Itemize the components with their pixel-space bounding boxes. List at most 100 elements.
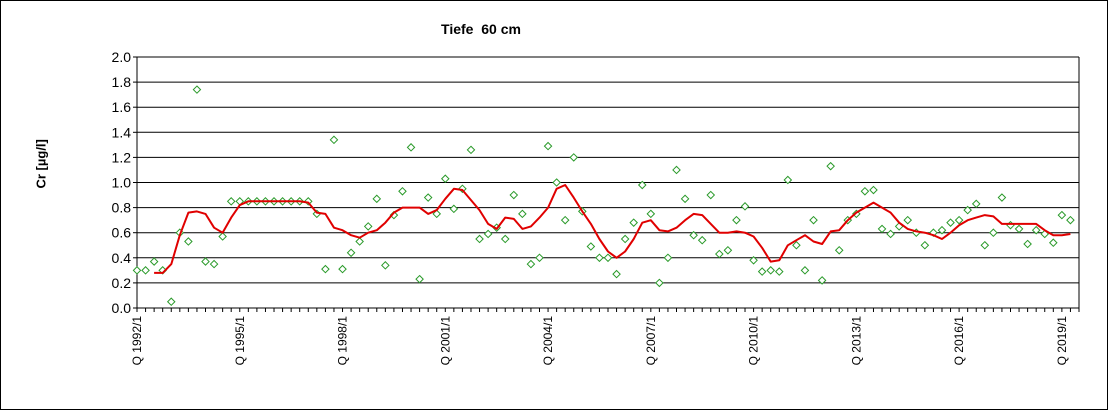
data-point xyxy=(954,215,964,225)
y-tick-label: 0.6 xyxy=(112,225,132,241)
data-point xyxy=(321,264,330,274)
x-tick-label: Q 1998/1 xyxy=(336,316,350,366)
data-point xyxy=(860,186,870,196)
data-point xyxy=(449,204,459,214)
data-point xyxy=(1014,224,1024,234)
data-point xyxy=(740,202,750,211)
data-point xyxy=(458,184,467,194)
data-point xyxy=(826,161,835,171)
y-tick-label: 0.4 xyxy=(112,250,132,266)
data-point xyxy=(166,297,176,307)
data-point xyxy=(1031,225,1041,235)
data-point xyxy=(346,248,356,258)
y-tick-label: 1.0 xyxy=(112,175,132,191)
data-point xyxy=(697,235,707,245)
data-point xyxy=(749,256,758,265)
data-point xyxy=(149,257,159,266)
x-tick-label: Q 1995/1 xyxy=(233,316,247,366)
data-point xyxy=(141,266,150,275)
x-tick-label: Q 1992/1 xyxy=(130,316,144,366)
data-point xyxy=(886,229,895,239)
x-tick-label: Q 2007/1 xyxy=(644,316,658,366)
data-point xyxy=(1057,210,1067,220)
data-point xyxy=(980,240,990,250)
data-point xyxy=(372,194,382,204)
x-tick-label: Q 2004/1 xyxy=(541,316,555,366)
data-point xyxy=(398,186,407,196)
data-point xyxy=(783,175,793,185)
data-point xyxy=(672,165,681,175)
data-point xyxy=(903,215,913,225)
data-point xyxy=(620,234,630,244)
data-point xyxy=(809,215,818,225)
data-point xyxy=(475,234,484,244)
data-point xyxy=(663,253,673,263)
data-point xyxy=(732,215,741,225)
data-point xyxy=(997,193,1007,202)
x-tick-label: Q 2001/1 xyxy=(438,316,452,366)
data-point xyxy=(946,218,955,227)
data-point xyxy=(877,224,887,234)
data-point xyxy=(132,266,142,275)
y-tick-label: 2.0 xyxy=(112,49,132,65)
data-point xyxy=(689,230,698,240)
data-point xyxy=(543,141,553,151)
data-point xyxy=(586,242,596,251)
data-point xyxy=(415,274,424,284)
data-point xyxy=(920,240,930,250)
data-point xyxy=(329,135,339,145)
y-tick-label: 0.0 xyxy=(112,300,132,316)
data-point xyxy=(637,180,647,190)
data-point xyxy=(509,190,519,200)
data-point xyxy=(483,229,493,239)
y-tick-label: 1.8 xyxy=(112,74,132,90)
data-point xyxy=(655,278,664,288)
data-point xyxy=(466,145,476,155)
y-tick-label: 0.8 xyxy=(112,200,132,216)
data-point xyxy=(201,257,210,266)
data-point xyxy=(603,253,613,263)
data-point xyxy=(569,153,579,162)
y-tick-label: 1.4 xyxy=(112,124,132,140)
data-point xyxy=(834,245,844,255)
x-tick-label: Q 2016/1 xyxy=(952,316,966,366)
data-point xyxy=(440,174,450,184)
chart-title: Tiefe 60 cm xyxy=(441,21,521,37)
data-point xyxy=(363,222,373,231)
data-point xyxy=(963,205,972,215)
y-tick-label: 1.2 xyxy=(112,149,132,165)
data-point xyxy=(552,178,561,187)
data-point xyxy=(971,199,981,209)
data-point xyxy=(192,85,202,94)
data-point xyxy=(338,264,347,274)
data-point xyxy=(869,185,878,195)
data-point xyxy=(381,261,390,270)
moving-average-line xyxy=(154,184,1071,274)
y-tick-label: 0.2 xyxy=(112,275,132,291)
data-point xyxy=(680,194,690,204)
data-point xyxy=(226,197,236,206)
data-point xyxy=(612,269,621,279)
data-point xyxy=(184,237,193,246)
data-point xyxy=(1023,239,1032,249)
data-point xyxy=(937,225,947,235)
data-point xyxy=(560,215,570,225)
data-point xyxy=(535,253,544,263)
data-point xyxy=(800,266,810,275)
data-point xyxy=(646,209,656,219)
data-point xyxy=(518,209,527,219)
data-point xyxy=(817,276,827,285)
data-point xyxy=(989,228,998,238)
data-point xyxy=(355,237,364,246)
x-tick-label: Q 2013/1 xyxy=(849,316,863,366)
data-point xyxy=(766,266,776,275)
y-tick-label: 1.6 xyxy=(112,99,132,115)
x-tick-label: Q 2010/1 xyxy=(747,316,761,366)
data-point xyxy=(209,259,219,269)
data-point xyxy=(595,253,604,263)
data-point xyxy=(723,245,733,255)
data-point xyxy=(1049,238,1058,248)
data-point xyxy=(715,249,724,259)
